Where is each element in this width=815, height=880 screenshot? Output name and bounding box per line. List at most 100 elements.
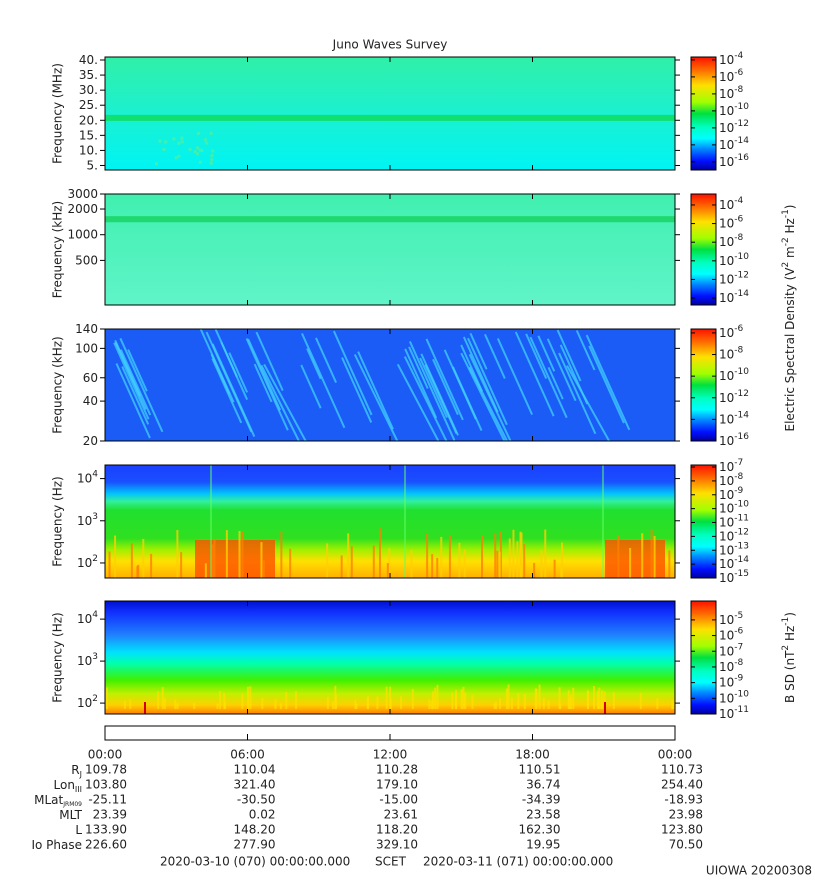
noise — [340, 555, 343, 578]
noise — [512, 529, 515, 578]
y-tick-label-part: 4 — [92, 469, 98, 479]
emission-streak — [114, 341, 147, 410]
colorbar-tick-label: 10-14 — [719, 410, 749, 426]
noise — [177, 141, 181, 145]
ephemeris-value: 329.10 — [376, 838, 418, 852]
colorbar-label-part: 2 — [781, 645, 791, 651]
colorbar-tick-label-part: -12 — [734, 527, 749, 537]
colorbar-tick-label-part: 10 — [719, 659, 734, 673]
colorbar-tick-label-part: 10 — [719, 412, 734, 426]
noise — [593, 686, 596, 709]
spectrogram — [105, 194, 675, 305]
noise — [385, 686, 388, 709]
noise — [481, 535, 484, 578]
colorbar-tick-label: 10-16 — [719, 432, 749, 448]
y-tick-label: 40 — [83, 394, 98, 408]
emission-streak — [419, 357, 448, 419]
noise — [241, 531, 244, 578]
noise — [164, 140, 168, 144]
y-tick-label: 500 — [75, 253, 98, 267]
ephemeris-value: 23.61 — [384, 808, 418, 822]
colorbar-tick-label-part: -16 — [734, 432, 749, 442]
x-tick-label: 18:00 — [515, 748, 550, 762]
noise — [572, 687, 575, 709]
colorbar-tick-label-part: -14 — [734, 135, 749, 145]
y-tick-label-part: 40 — [83, 394, 98, 408]
noise — [142, 538, 145, 578]
noise — [668, 550, 671, 578]
emission-streak — [496, 338, 534, 416]
noise — [650, 528, 653, 578]
noise — [354, 700, 357, 709]
colorbar-tick-label-part: -8 — [734, 657, 743, 667]
x-tick-label: 06:00 — [230, 748, 265, 762]
y-tick-label-part: 60 — [83, 370, 98, 384]
noise — [462, 686, 465, 709]
colorbar-tick-label: 10-9 — [719, 673, 744, 689]
stamp: UIOWA 20200308 — [706, 864, 812, 878]
noise — [216, 703, 219, 709]
colorbar-tick-label: 10-14 — [719, 135, 749, 151]
noise — [367, 696, 370, 709]
emission-streak — [432, 358, 459, 416]
y-tick-label: 103 — [77, 652, 98, 668]
colorbar-tick-label-part: 10 — [719, 325, 734, 339]
emission-streak — [300, 364, 322, 409]
ephemeris-label: RJ — [71, 763, 82, 779]
colorbar-tick-label: 10-6 — [719, 214, 744, 230]
emission-streak — [121, 366, 150, 425]
colorbar-tick-label-part: -14 — [734, 289, 749, 299]
noise — [196, 131, 200, 135]
emission-streak — [301, 333, 346, 429]
emission-streak — [529, 336, 568, 419]
y-tick-label-part: 140 — [75, 322, 98, 336]
noise — [656, 698, 659, 709]
colorbar-label-part: Electric Spectral Density (V — [783, 267, 797, 432]
y-tick-label: 20. — [79, 113, 98, 127]
y-tick-label-part: 10 — [77, 654, 92, 668]
noise — [347, 533, 350, 578]
y-tick-label: 10. — [79, 143, 98, 157]
colorbar-tick-label-part: -7 — [734, 642, 743, 652]
emission-streak — [396, 363, 440, 442]
y-tick-label: 140 — [75, 322, 98, 336]
colorbar-tick-label: 10-7 — [719, 458, 743, 474]
y-tick-label-part: 10 — [77, 513, 92, 527]
colorbar-tick-label-part: -8 — [734, 345, 743, 355]
noise — [376, 696, 379, 709]
colorbar-tick-label-part: 10 — [719, 515, 734, 529]
noise — [410, 550, 413, 578]
emission-band — [105, 216, 675, 223]
noise — [507, 684, 510, 709]
ephemeris-value: 70.50 — [669, 838, 703, 852]
y-tick-label-part: 100 — [75, 341, 98, 355]
emission-streak — [420, 353, 459, 436]
colorbar-label-part: ) — [783, 204, 797, 209]
noise — [505, 688, 508, 709]
emission-streak — [113, 342, 150, 420]
ephemeris-label: Io Phase — [31, 838, 82, 852]
noise — [553, 559, 556, 578]
colorbar-tick-label: 10-9 — [719, 485, 744, 501]
noise — [587, 690, 590, 709]
x-tick-label: 00:00 — [658, 748, 693, 762]
colorbar-tick-label-part: 10 — [719, 707, 734, 721]
noise — [180, 552, 183, 578]
emission-streak — [403, 356, 448, 442]
y-tick-label: 104 — [77, 610, 98, 626]
noise — [547, 700, 550, 709]
y-tick-label-part: 2 — [92, 553, 98, 563]
colorbar-tick-label-part: 10 — [719, 291, 734, 305]
emission-streak — [341, 357, 373, 423]
emission-streak — [546, 338, 577, 402]
ephemeris-value: 109.78 — [85, 763, 127, 777]
noise — [105, 687, 108, 709]
colorbar-tick-label-part: 10 — [719, 69, 734, 83]
noise — [114, 535, 117, 578]
y-tick-label: 60 — [83, 370, 98, 384]
ephemeris-value: 321.40 — [234, 778, 276, 792]
colorbar — [691, 601, 716, 714]
ephemeris-label-part: L — [75, 823, 82, 837]
noise — [335, 694, 338, 709]
